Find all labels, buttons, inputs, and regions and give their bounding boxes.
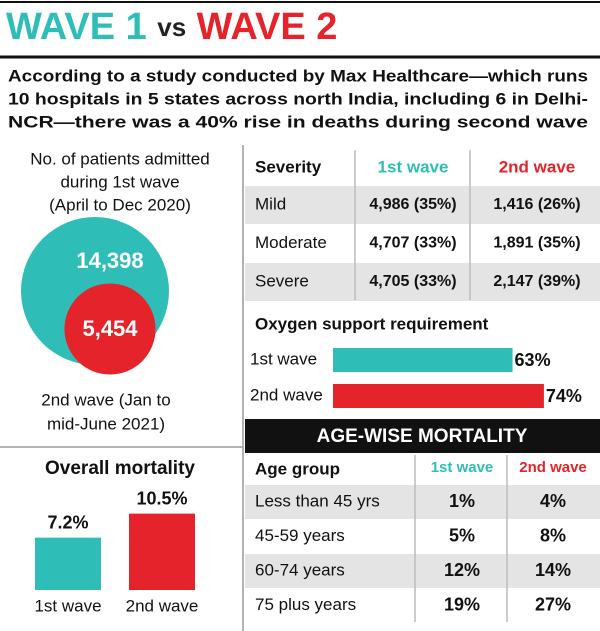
table-cell: 19%	[444, 594, 480, 614]
table-header: Severity	[255, 157, 322, 176]
table-cell: 5%	[449, 525, 475, 545]
bar	[333, 384, 544, 408]
intro-line: NCR—there was a 40% rise in deaths durin…	[8, 112, 588, 131]
intro-line: According to a study conducted by Max He…	[8, 66, 588, 85]
bubble-annotation: 2nd wave (Jan to	[41, 390, 170, 409]
table-cell: 1,891 (35%)	[493, 235, 580, 252]
table-header: 1st wave	[431, 459, 494, 476]
value-label: 74%	[546, 386, 582, 406]
table-cell: 4,707 (33%)	[369, 235, 456, 252]
table-cell: 45-59 years	[255, 526, 345, 545]
value-label: 7.2%	[47, 512, 88, 532]
headline-part: WAVE 1	[6, 6, 147, 48]
bubble-title: (April to Dec 2020)	[49, 195, 191, 214]
title-band	[245, 419, 600, 453]
value-label: 63%	[515, 350, 551, 370]
table-cell: 4,986 (35%)	[369, 196, 456, 213]
bubble-label: 5,454	[82, 316, 138, 341]
headline-part: WAVE 2	[197, 6, 338, 48]
row-band	[245, 186, 600, 224]
table-cell: Less than 45 yrs	[255, 491, 380, 510]
table-cell: 1,416 (26%)	[493, 196, 580, 213]
table-cell: 1%	[449, 491, 475, 511]
table-header: 2nd wave	[519, 459, 587, 476]
chart-title: Overall mortality	[45, 458, 195, 479]
table-cell: 12%	[444, 560, 480, 580]
category-label: 2nd wave	[126, 596, 199, 615]
bubble-title: No. of patients admitted	[30, 149, 210, 168]
table-cell: 14%	[535, 560, 571, 580]
table-cell: Mild	[255, 194, 286, 213]
headline-part: vs	[157, 12, 186, 42]
bar	[129, 513, 195, 590]
bar	[333, 348, 513, 372]
table-header: 1st wave	[378, 157, 449, 176]
table-cell: Severe	[255, 271, 309, 290]
table-header: 2nd wave	[499, 157, 576, 176]
bubble-annotation: mid-June 2021)	[47, 414, 165, 433]
bar	[35, 537, 101, 590]
row-band	[245, 485, 600, 519]
category-label: 2nd wave	[250, 385, 323, 404]
bubble	[64, 283, 156, 375]
table-cell: 60-74 years	[255, 560, 345, 579]
category-label: 1st wave	[250, 349, 317, 368]
row-band	[245, 554, 600, 588]
intro-line: 10 hospitals in 5 states across north In…	[8, 89, 588, 108]
table-header: Age group	[255, 459, 340, 478]
table-cell: 8%	[540, 525, 566, 545]
table-cell: Moderate	[255, 233, 327, 252]
chart-title: Oxygen support requirement	[255, 314, 489, 333]
headline: WAVE 1 vs WAVE 2	[6, 6, 337, 48]
table-title: AGE-WISE MORTALITY	[317, 426, 528, 447]
table-cell: 27%	[535, 594, 571, 614]
category-label: 1st wave	[34, 596, 101, 615]
table-cell: 4%	[540, 491, 566, 511]
bubble-label: 14,398	[76, 248, 143, 273]
value-label: 10.5%	[136, 488, 187, 508]
table-cell: 75 plus years	[255, 595, 356, 614]
table-cell: 2,147 (39%)	[493, 273, 580, 290]
bubble-title: during 1st wave	[60, 172, 179, 191]
row-band	[245, 263, 600, 301]
table-cell: 4,705 (33%)	[369, 273, 456, 290]
